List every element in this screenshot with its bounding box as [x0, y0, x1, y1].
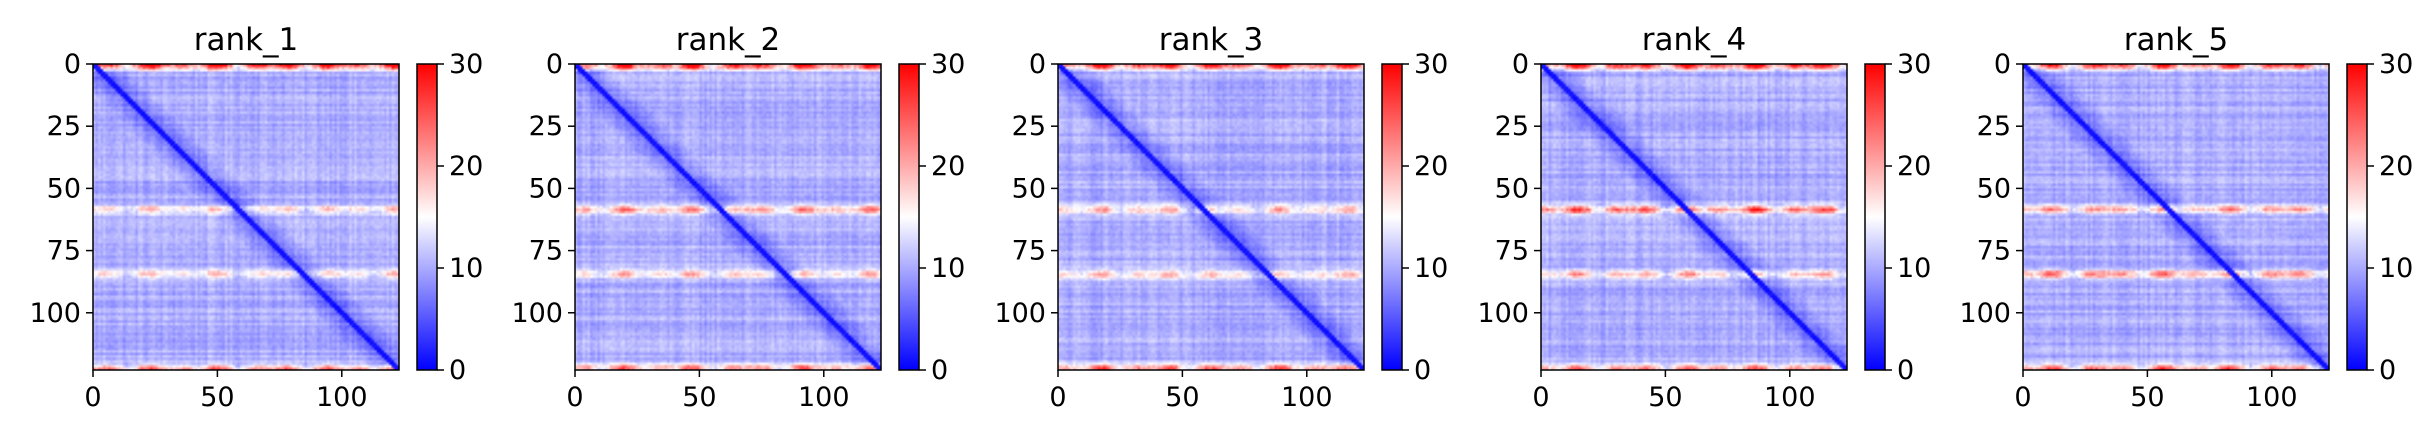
y-tick-label: 75: [529, 236, 563, 267]
y-tick-label: 50: [1495, 173, 1529, 204]
colorbar-tick-label: 20: [449, 151, 483, 182]
y-tick-label: 0: [546, 49, 563, 80]
heatmap-image: [1541, 64, 1847, 370]
y-tick-label: 25: [1012, 111, 1046, 142]
colorbar: [898, 63, 920, 371]
plot-frame: [574, 63, 882, 371]
colorbar-tick-label: 10: [2379, 253, 2413, 284]
y-tick-label: 25: [1495, 111, 1529, 142]
colorbar-tick-label: 0: [449, 355, 466, 386]
colorbar-tick-label: 0: [1897, 355, 1914, 386]
colorbar: [1381, 63, 1403, 371]
colorbar-tick-label: 10: [1897, 253, 1931, 284]
plot-frame: [1540, 63, 1848, 371]
y-tick-label: 100: [1477, 298, 1529, 329]
y-tick-label: 100: [994, 298, 1046, 329]
colorbar: [1864, 63, 1886, 371]
x-tick-label: 0: [2014, 382, 2031, 413]
y-tick-label: 50: [1012, 173, 1046, 204]
x-tick-label: 100: [1764, 382, 1816, 413]
y-tick-label: 0: [1512, 49, 1529, 80]
colorbar-tick-label: 0: [2379, 355, 2396, 386]
x-tick-label: 100: [798, 382, 850, 413]
colorbar-tick-label: 20: [1414, 151, 1448, 182]
chart-title: rank_3: [1159, 22, 1264, 58]
heatmap-image: [1058, 64, 1364, 370]
panel-rank_3: rank_3 0 50 100 0 25 50 75 100 0 10 20 30: [994, 22, 1448, 413]
chart-title: rank_5: [2124, 22, 2229, 58]
y-tick-label: 100: [1959, 298, 2011, 329]
plot-frame: [1057, 63, 1365, 371]
x-tick-label: 50: [682, 382, 716, 413]
panel-rank_2: rank_2 0 50 100 0 25 50 75 100 0 10 20 30: [511, 22, 965, 413]
colorbar-tick-label: 30: [2379, 49, 2413, 80]
colorbar-tick-label: 30: [1414, 49, 1448, 80]
x-tick-label: 50: [200, 382, 234, 413]
y-tick-label: 75: [47, 236, 81, 267]
y-tick-label: 75: [1977, 236, 2011, 267]
x-tick-label: 0: [1049, 382, 1066, 413]
y-tick-label: 0: [1029, 49, 1046, 80]
colorbar: [2346, 63, 2368, 371]
y-tick-label: 25: [1977, 111, 2011, 142]
chart-title: rank_1: [194, 22, 299, 58]
y-tick-label: 0: [64, 49, 81, 80]
x-tick-label: 0: [566, 382, 583, 413]
colorbar-tick-label: 10: [1414, 253, 1448, 284]
heatmap-image: [93, 64, 399, 370]
colorbar-tick-label: 20: [2379, 151, 2413, 182]
y-tick-label: 25: [47, 111, 81, 142]
x-tick-label: 50: [1165, 382, 1199, 413]
colorbar-tick-label: 30: [449, 49, 483, 80]
colorbar-tick-label: 0: [931, 355, 948, 386]
panel-rank_1: rank_1 0 50 100 0 25 50 75 100 0 10 20 30: [29, 22, 483, 413]
y-tick-label: 50: [1977, 173, 2011, 204]
colorbar-tick-label: 10: [931, 253, 965, 284]
x-tick-label: 100: [2246, 382, 2298, 413]
plot-frame: [92, 63, 400, 371]
y-tick-label: 50: [529, 173, 563, 204]
colorbar: [416, 63, 438, 371]
y-tick-label: 75: [1012, 236, 1046, 267]
chart-title: rank_2: [676, 22, 781, 58]
y-tick-label: 100: [29, 298, 81, 329]
x-tick-label: 100: [1281, 382, 1333, 413]
x-tick-label: 50: [2130, 382, 2164, 413]
y-tick-label: 50: [47, 173, 81, 204]
y-tick-label: 0: [1994, 49, 2011, 80]
panel-rank_4: rank_4 0 50 100 0 25 50 75 100 0 10 20 30: [1477, 22, 1931, 413]
x-tick-label: 50: [1648, 382, 1682, 413]
x-tick-label: 100: [316, 382, 368, 413]
colorbar-tick-label: 20: [1897, 151, 1931, 182]
chart-title: rank_4: [1642, 22, 1747, 58]
y-tick-label: 25: [529, 111, 563, 142]
colorbar-tick-label: 30: [931, 49, 965, 80]
y-tick-label: 75: [1495, 236, 1529, 267]
x-tick-label: 0: [84, 382, 101, 413]
colorbar-tick-label: 30: [1897, 49, 1931, 80]
heatmap-image: [575, 64, 881, 370]
heatmap-image: [2023, 64, 2329, 370]
panel-rank_5: rank_5 0 50 100 0 25 50 75 100 0 10 20 30: [1959, 22, 2413, 413]
colorbar-tick-label: 10: [449, 253, 483, 284]
colorbar-tick-label: 20: [931, 151, 965, 182]
y-tick-label: 100: [511, 298, 563, 329]
colorbar-tick-label: 0: [1414, 355, 1431, 386]
x-tick-label: 0: [1532, 382, 1549, 413]
plot-frame: [2022, 63, 2330, 371]
